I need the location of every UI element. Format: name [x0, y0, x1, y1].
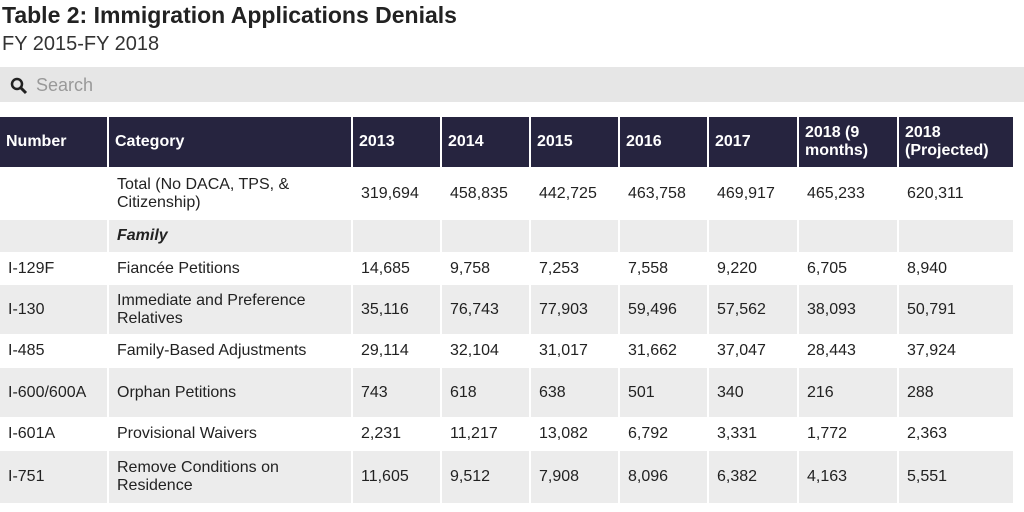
category-cell: Fiancée Petitions [108, 252, 353, 285]
category-cell: Orphan Petitions [108, 367, 353, 418]
table-row: Family [0, 219, 1015, 253]
value-cell: 8,940 [898, 252, 1015, 285]
column-header[interactable]: Category [108, 117, 353, 168]
value-cell: 5,551 [898, 450, 1015, 503]
value-cell: 6,382 [708, 450, 799, 503]
column-header[interactable]: Number [0, 117, 109, 168]
value-cell: 469,917 [708, 167, 799, 220]
value-cell: 319,694 [352, 167, 442, 220]
section-label: Family [108, 219, 353, 253]
table-row: Total (No DACA, TPS, & Citizenship) 319,6… [0, 167, 1015, 220]
category-cell: Provisional Waivers [108, 417, 353, 451]
value-cell: 28,443 [798, 334, 899, 368]
value-cell: 37,047 [708, 334, 799, 368]
number-cell: I-601A [0, 417, 109, 451]
value-cell: 465,233 [798, 167, 899, 220]
data-table: Number Category 2013 2014 2015 2016 2017 2018 (… [0, 117, 1015, 503]
empty-cell [441, 219, 531, 253]
value-cell: 38,093 [798, 284, 899, 335]
value-cell: 14,685 [352, 252, 442, 285]
value-cell: 2,231 [352, 417, 442, 451]
table-row: I-130 Immediate and Preference Relatives 3… [0, 284, 1015, 335]
value-cell: 458,835 [441, 167, 531, 220]
value-cell: 76,743 [441, 284, 531, 335]
value-cell: 57,562 [708, 284, 799, 335]
category-cell: Total (No DACA, TPS, & Citizenship) [108, 167, 353, 220]
empty-cell [530, 219, 620, 253]
column-header[interactable]: 2017 [708, 117, 799, 168]
table-row: I-601A Provisional Waivers 2,231 11,217 13,0… [0, 417, 1015, 451]
value-cell: 501 [619, 367, 709, 418]
column-header[interactable]: 2018 (Projected) [898, 117, 1015, 168]
value-cell: 2,363 [898, 417, 1015, 451]
value-cell: 4,163 [798, 450, 899, 503]
value-cell: 7,558 [619, 252, 709, 285]
category-cell: Immediate and Preference Relatives [108, 284, 353, 335]
value-cell: 29,114 [352, 334, 442, 368]
empty-cell [0, 219, 109, 253]
empty-cell [798, 219, 899, 253]
column-header[interactable]: 2014 [441, 117, 531, 168]
header-row: Number Category 2013 2014 2015 2016 2017 2018 (… [0, 117, 1015, 168]
value-cell: 6,705 [798, 252, 899, 285]
value-cell: 13,082 [530, 417, 620, 451]
value-cell: 1,772 [798, 417, 899, 451]
value-cell: 216 [798, 367, 899, 418]
column-header[interactable]: 2015 [530, 117, 620, 168]
category-cell: Remove Conditions on Residence [108, 450, 353, 503]
value-cell: 77,903 [530, 284, 620, 335]
table-row: I-600/600A Orphan Petitions 743 618 638 501 34… [0, 367, 1015, 418]
search-placeholder: Search [36, 75, 94, 95]
value-cell: 37,924 [898, 334, 1015, 368]
value-cell: 9,758 [441, 252, 531, 285]
category-cell: Family-Based Adjustments [108, 334, 353, 368]
search-bar[interactable]: Search [0, 67, 1024, 102]
title: Table 2: Immigration Applications Denial… [2, 2, 457, 28]
value-cell: 59,496 [619, 284, 709, 335]
value-cell: 11,217 [441, 417, 531, 451]
value-cell: 32,104 [441, 334, 531, 368]
value-cell: 620,311 [898, 167, 1015, 220]
empty-cell [352, 219, 442, 253]
value-cell: 50,791 [898, 284, 1015, 335]
value-cell: 618 [441, 367, 531, 418]
empty-cell [708, 219, 799, 253]
value-cell: 7,908 [530, 450, 620, 503]
value-cell: 3,331 [708, 417, 799, 451]
value-cell: 8,096 [619, 450, 709, 503]
value-cell: 638 [530, 367, 620, 418]
value-cell: 35,116 [352, 284, 442, 335]
number-cell: I-600/600A [0, 367, 109, 418]
value-cell: 7,253 [530, 252, 620, 285]
empty-cell [898, 219, 1015, 253]
value-cell: 288 [898, 367, 1015, 418]
value-cell: 31,662 [619, 334, 709, 368]
number-cell [0, 167, 109, 220]
table-row: I-751 Remove Conditions on Residence 11,60… [0, 450, 1015, 503]
value-cell: 743 [352, 367, 442, 418]
value-cell: 11,605 [352, 450, 442, 503]
table-row: I-129F Fiancée Petitions 14,685 9,758 7,253 7… [0, 252, 1015, 285]
value-cell: 463,758 [619, 167, 709, 220]
subtitle: FY 2015-FY 2018 [2, 33, 160, 55]
search-icon [10, 77, 28, 95]
value-cell: 442,725 [530, 167, 620, 220]
value-cell: 6,792 [619, 417, 709, 451]
number-cell: I-751 [0, 450, 109, 503]
column-header[interactable]: 2018 (9 months) [798, 117, 899, 168]
empty-cell [619, 219, 709, 253]
column-header[interactable]: 2016 [619, 117, 709, 168]
number-cell: I-485 [0, 334, 109, 368]
number-cell: I-129F [0, 252, 109, 285]
value-cell: 31,017 [530, 334, 620, 368]
value-cell: 9,220 [708, 252, 799, 285]
column-header[interactable]: 2013 [352, 117, 442, 168]
value-cell: 9,512 [441, 450, 531, 503]
value-cell: 340 [708, 367, 799, 418]
number-cell: I-130 [0, 284, 109, 335]
table-row: I-485 Family-Based Adjustments 29,114 32,10… [0, 334, 1015, 368]
